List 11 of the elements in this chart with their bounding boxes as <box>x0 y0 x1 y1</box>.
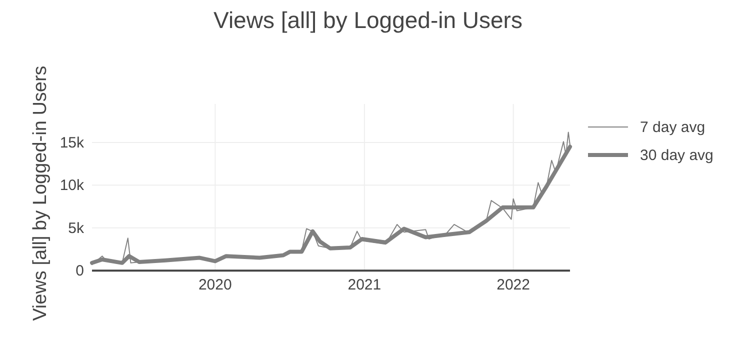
x-tick-label: 2022 <box>496 276 530 294</box>
y-tick-label: 5k <box>68 220 84 237</box>
chart-title: Views [all] by Logged-in Users <box>214 7 522 33</box>
y-axis-title: Views [all] by Logged-in Users <box>30 66 51 321</box>
legend-label: 30 day avg <box>640 147 714 164</box>
y-tick-label: 15k <box>60 134 84 152</box>
y-tick-label: 10k <box>60 177 84 194</box>
legend-label: 7 day avg <box>640 119 706 136</box>
x-tick-label: 2020 <box>198 276 232 294</box>
x-tick-label: 2021 <box>348 276 382 294</box>
y-tick-label: 0 <box>76 262 84 280</box>
